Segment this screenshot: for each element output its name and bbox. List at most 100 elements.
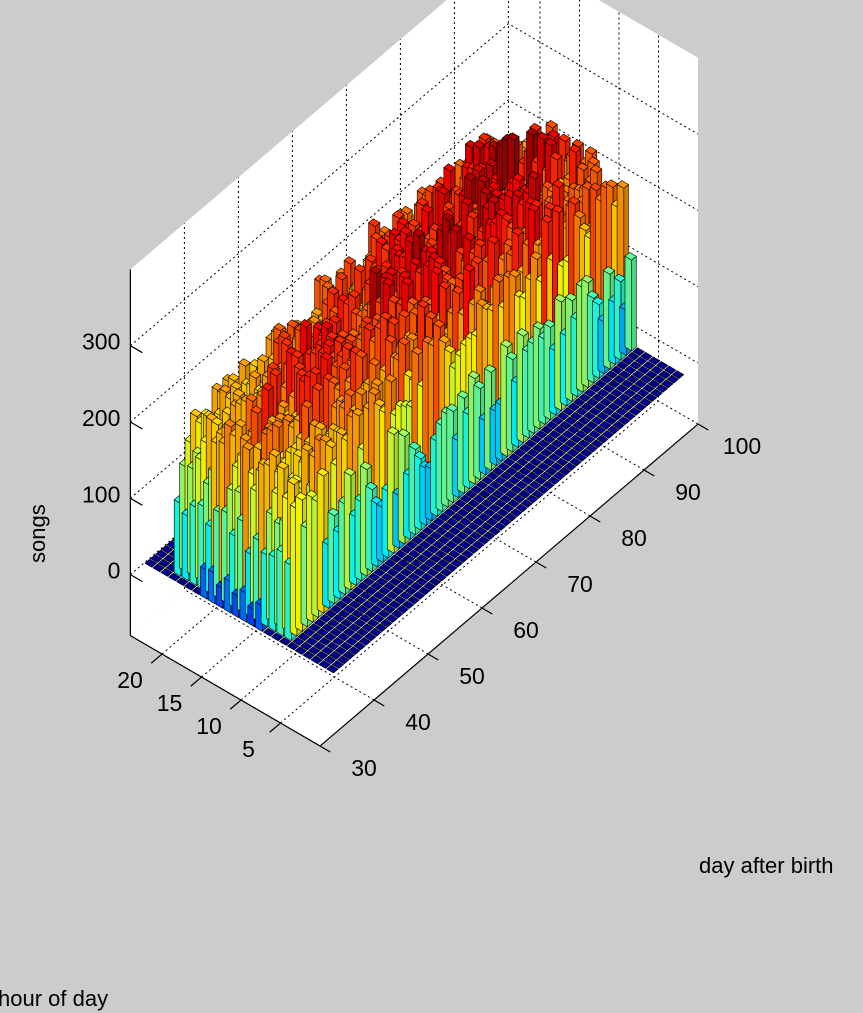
bar bbox=[343, 604, 356, 614]
bar bbox=[461, 526, 475, 536]
x-tick-label: 50 bbox=[459, 663, 485, 689]
bar bbox=[450, 535, 464, 545]
bar bbox=[661, 379, 674, 389]
bar bbox=[647, 379, 661, 389]
bar bbox=[520, 499, 534, 508]
bar bbox=[569, 434, 583, 444]
bar bbox=[502, 457, 516, 467]
bar bbox=[634, 379, 647, 389]
bar bbox=[263, 627, 276, 637]
bar bbox=[396, 604, 409, 614]
bar bbox=[426, 545, 440, 554]
bar bbox=[364, 586, 378, 596]
y-tick-label: 15 bbox=[157, 690, 183, 716]
bar bbox=[583, 411, 596, 421]
bar bbox=[466, 545, 480, 554]
bar bbox=[636, 388, 650, 398]
bar bbox=[478, 489, 491, 499]
bar bbox=[451, 512, 464, 522]
x-tick-label: 60 bbox=[513, 617, 539, 643]
bar bbox=[626, 374, 639, 384]
bar bbox=[599, 420, 612, 430]
bar bbox=[432, 517, 445, 527]
bar bbox=[370, 581, 383, 591]
bar bbox=[315, 650, 329, 660]
bar bbox=[386, 568, 399, 577]
bar bbox=[483, 508, 496, 517]
bar bbox=[616, 361, 629, 370]
bar bbox=[149, 554, 163, 563]
bar bbox=[397, 428, 411, 545]
y-tick-label: 10 bbox=[196, 713, 222, 739]
x-tick-label: 40 bbox=[405, 709, 431, 735]
bar bbox=[413, 568, 426, 577]
bar bbox=[477, 512, 491, 522]
bar bbox=[586, 397, 599, 407]
bar bbox=[580, 402, 594, 412]
bar bbox=[391, 609, 404, 619]
bar bbox=[443, 508, 456, 517]
bar bbox=[327, 618, 340, 628]
bar bbox=[613, 374, 626, 384]
bar bbox=[585, 443, 598, 453]
bar bbox=[464, 512, 477, 522]
bar bbox=[405, 540, 418, 550]
bar bbox=[534, 453, 548, 462]
bar bbox=[372, 591, 386, 600]
bar bbox=[160, 568, 173, 577]
x-tick-labels: 30 40 50 60 70 80 90 100 bbox=[319, 423, 761, 781]
bar bbox=[582, 434, 596, 444]
bar bbox=[505, 466, 518, 476]
bar bbox=[351, 586, 364, 596]
z-tick-labels: 0 100 200 300 bbox=[82, 329, 143, 584]
bar bbox=[353, 641, 366, 651]
bar bbox=[475, 503, 488, 513]
bar bbox=[534, 476, 547, 485]
bar bbox=[653, 374, 666, 384]
bar bbox=[567, 402, 580, 412]
bar bbox=[381, 572, 394, 582]
bar bbox=[324, 609, 337, 619]
bar bbox=[318, 637, 332, 646]
bar bbox=[418, 563, 431, 573]
bar bbox=[475, 480, 489, 490]
bars-group bbox=[144, 120, 685, 674]
bar bbox=[342, 650, 355, 660]
bar bbox=[509, 508, 523, 517]
bar bbox=[447, 549, 461, 559]
bar bbox=[510, 485, 523, 494]
bar bbox=[596, 411, 610, 421]
bar bbox=[429, 554, 442, 563]
bar bbox=[526, 448, 540, 458]
bar bbox=[529, 434, 543, 444]
bar bbox=[545, 420, 559, 430]
bar bbox=[337, 632, 350, 642]
bar bbox=[359, 591, 372, 600]
bar bbox=[518, 466, 531, 476]
bar bbox=[335, 600, 348, 609]
bar bbox=[566, 448, 580, 458]
bar bbox=[507, 499, 520, 508]
bar bbox=[607, 379, 621, 389]
bar bbox=[302, 650, 315, 660]
bar bbox=[437, 558, 450, 568]
bar bbox=[346, 591, 359, 600]
bar bbox=[364, 632, 377, 642]
bar bbox=[467, 522, 480, 531]
bar bbox=[601, 430, 615, 439]
bar bbox=[375, 577, 389, 586]
bar bbox=[469, 508, 483, 517]
bar bbox=[610, 365, 624, 375]
bar bbox=[610, 388, 623, 398]
bar bbox=[297, 632, 310, 642]
bar bbox=[624, 252, 637, 352]
bar bbox=[556, 411, 570, 421]
bar bbox=[491, 466, 505, 476]
bar bbox=[593, 425, 607, 435]
bar bbox=[648, 356, 661, 366]
bar bbox=[594, 379, 607, 389]
bar bbox=[663, 365, 677, 375]
bar bbox=[578, 393, 591, 402]
bar bbox=[612, 397, 626, 407]
bar bbox=[539, 471, 553, 481]
